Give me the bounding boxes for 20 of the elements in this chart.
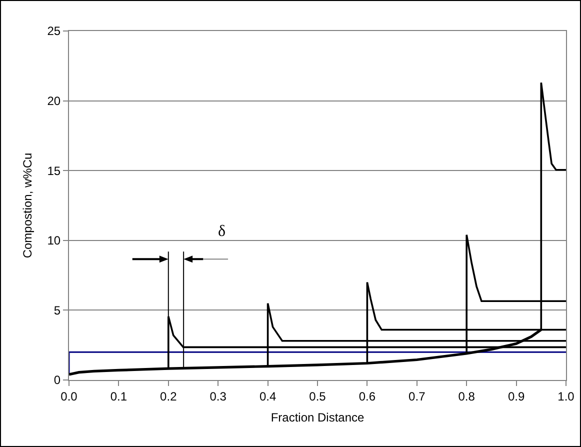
y-axis-title: Compostion, w%Cu — [20, 152, 35, 258]
x-tick-label: 0.8 — [458, 389, 476, 404]
x-tick-label: 0.6 — [358, 389, 376, 404]
y-tick-label: 10 — [47, 234, 61, 248]
y-tick-label: 25 — [47, 24, 61, 38]
y-tick-label: 20 — [47, 94, 61, 108]
x-tick-label: 0.2 — [160, 389, 178, 404]
y-tick-label: 5 — [54, 303, 61, 318]
y-tick-label: 15 — [47, 164, 61, 178]
y-tick-label: 0 — [54, 373, 61, 388]
x-tick-label: 0.9 — [508, 389, 525, 404]
x-tick-label: 0.1 — [110, 389, 128, 404]
x-tick-label: 1.0 — [558, 389, 575, 404]
x-tick-label: 0.5 — [309, 389, 326, 404]
x-tick-label: 0.0 — [60, 389, 78, 404]
x-tick-label: 0.4 — [259, 389, 276, 404]
x-tick-label: 0.3 — [210, 389, 227, 404]
x-axis-title: Fraction Distance — [270, 410, 365, 424]
x-tick-label: 0.7 — [408, 389, 426, 404]
annotation: δ — [218, 223, 226, 240]
